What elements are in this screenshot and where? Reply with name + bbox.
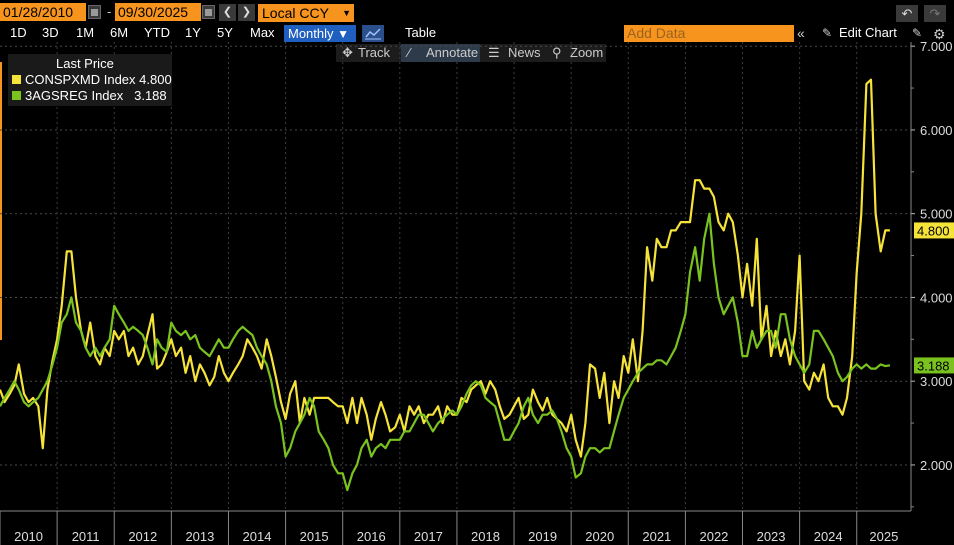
x-tick-label: 2015 — [300, 529, 329, 544]
x-tick-label: 2014 — [243, 529, 272, 544]
period-1m[interactable]: 1M — [76, 25, 95, 40]
x-tick-label: 2018 — [471, 529, 500, 544]
calendar-icon[interactable] — [202, 5, 215, 19]
y-tick-label: 3.000 — [920, 374, 953, 389]
series-line-3agsreg — [0, 212, 891, 492]
period-1y[interactable]: 1Y — [185, 25, 201, 40]
undo-icon[interactable]: ↶ — [896, 5, 918, 22]
period-5y[interactable]: 5Y — [217, 25, 233, 40]
start-date-field[interactable]: 01/28/2010 — [0, 3, 86, 21]
period-max[interactable]: Max — [250, 25, 275, 40]
y-tick-label: 6.000 — [920, 123, 953, 138]
news-icon: ☰ — [488, 45, 500, 60]
currency-select[interactable]: Local CCY ▼ — [258, 4, 354, 22]
x-tick-label: 2016 — [357, 529, 386, 544]
table-button[interactable]: Table — [405, 25, 437, 40]
chart-tools: ✥ Track ∕ Annotate ☰ News ⚲ Zoom — [336, 44, 606, 62]
x-tick-label: 2011 — [72, 529, 100, 544]
period-3d[interactable]: 3D — [42, 25, 59, 40]
chevron-left-icon[interactable]: ❮ — [219, 4, 236, 21]
redo-icon[interactable]: ↷ — [924, 5, 946, 22]
frequency-value: Monthly — [288, 26, 334, 41]
edit-chart-button[interactable]: Edit Chart — [839, 25, 897, 40]
x-tick-label: 2023 — [757, 529, 786, 544]
tool-zoom[interactable]: Zoom — [570, 45, 604, 60]
tool-track[interactable]: Track — [358, 45, 391, 60]
frequency-select[interactable]: Monthly ▼ — [284, 25, 356, 42]
legend-label: CONSPXMD Index 4.800 — [25, 72, 172, 87]
add-data-input[interactable]: Add Data — [624, 25, 794, 42]
legend-swatch — [12, 91, 21, 100]
last-value-badge — [914, 222, 954, 239]
period-6m[interactable]: 6M — [110, 25, 129, 40]
period-1d[interactable]: 1D — [10, 25, 27, 40]
y-tick-label: 2.000 — [920, 458, 953, 473]
pencil-icon: ✎ — [822, 26, 833, 40]
legend: Last Price CONSPXMD Index 4.800 3AGSREG … — [8, 54, 172, 106]
last-value-label: 4.800 — [917, 223, 950, 238]
last-value-badge — [914, 357, 954, 374]
y-tick-label: 5.000 — [920, 207, 953, 222]
x-tick-label: 2020 — [585, 529, 614, 544]
end-date-field[interactable]: 09/30/2025 — [115, 3, 201, 21]
legend-swatch — [12, 75, 21, 84]
period-toolbar: 1D 3D 1M 6M YTD 1Y 5Y Max Monthly ▼ Tabl… — [0, 24, 954, 42]
left-edge-marker — [0, 62, 2, 340]
double-chevron-left-icon[interactable]: « — [797, 25, 805, 41]
date-range-separator: - — [107, 4, 112, 19]
x-tick-label: 2010 — [14, 529, 43, 544]
x-tick-label: 2025 — [869, 529, 898, 544]
x-tick-label: 2013 — [185, 529, 214, 544]
calendar-icon[interactable] — [88, 5, 101, 19]
tool-annotate[interactable]: Annotate — [426, 45, 479, 60]
chevron-down-icon: ▼ — [337, 27, 350, 41]
x-tick-label: 2019 — [528, 529, 557, 544]
series-line-conspxmd — [0, 78, 890, 458]
annotate-highlight — [401, 44, 480, 62]
x-tick-label: 2022 — [699, 529, 728, 544]
gear-icon[interactable]: ⚙ — [933, 26, 946, 42]
top-toolbar: 01/28/2010 - 09/30/2025 ❮ ❯ Local CCY ▼ … — [0, 0, 954, 24]
x-tick-label: 2017 — [414, 529, 443, 544]
legend-title: Last Price — [56, 56, 114, 71]
legend-item[interactable]: 3AGSREG Index 3.188 — [12, 88, 167, 103]
y-tick-label: 7.000 — [920, 39, 953, 54]
currency-value: Local CCY — [262, 5, 329, 21]
last-value-label: 3.188 — [917, 358, 950, 373]
edit-icon[interactable]: ✎ — [912, 26, 923, 40]
annotate-icon: ∕ — [408, 45, 411, 60]
x-tick-label: 2012 — [128, 529, 157, 544]
x-tick-label: 2021 — [642, 529, 671, 544]
y-tick-label: 4.000 — [920, 290, 953, 305]
chevron-down-icon: ▼ — [342, 8, 351, 18]
chevron-right-icon[interactable]: ❯ — [238, 4, 255, 21]
x-tick-label: 2024 — [814, 529, 843, 544]
legend-label: 3AGSREG Index 3.188 — [25, 88, 167, 103]
tool-news[interactable]: News — [508, 45, 541, 60]
line-chart-icon[interactable] — [362, 25, 384, 42]
period-ytd[interactable]: YTD — [144, 25, 170, 40]
zoom-icon: ⚲ — [552, 45, 562, 60]
legend-item[interactable]: CONSPXMD Index 4.800 — [12, 72, 172, 87]
crosshair-icon: ✥ — [342, 45, 353, 60]
